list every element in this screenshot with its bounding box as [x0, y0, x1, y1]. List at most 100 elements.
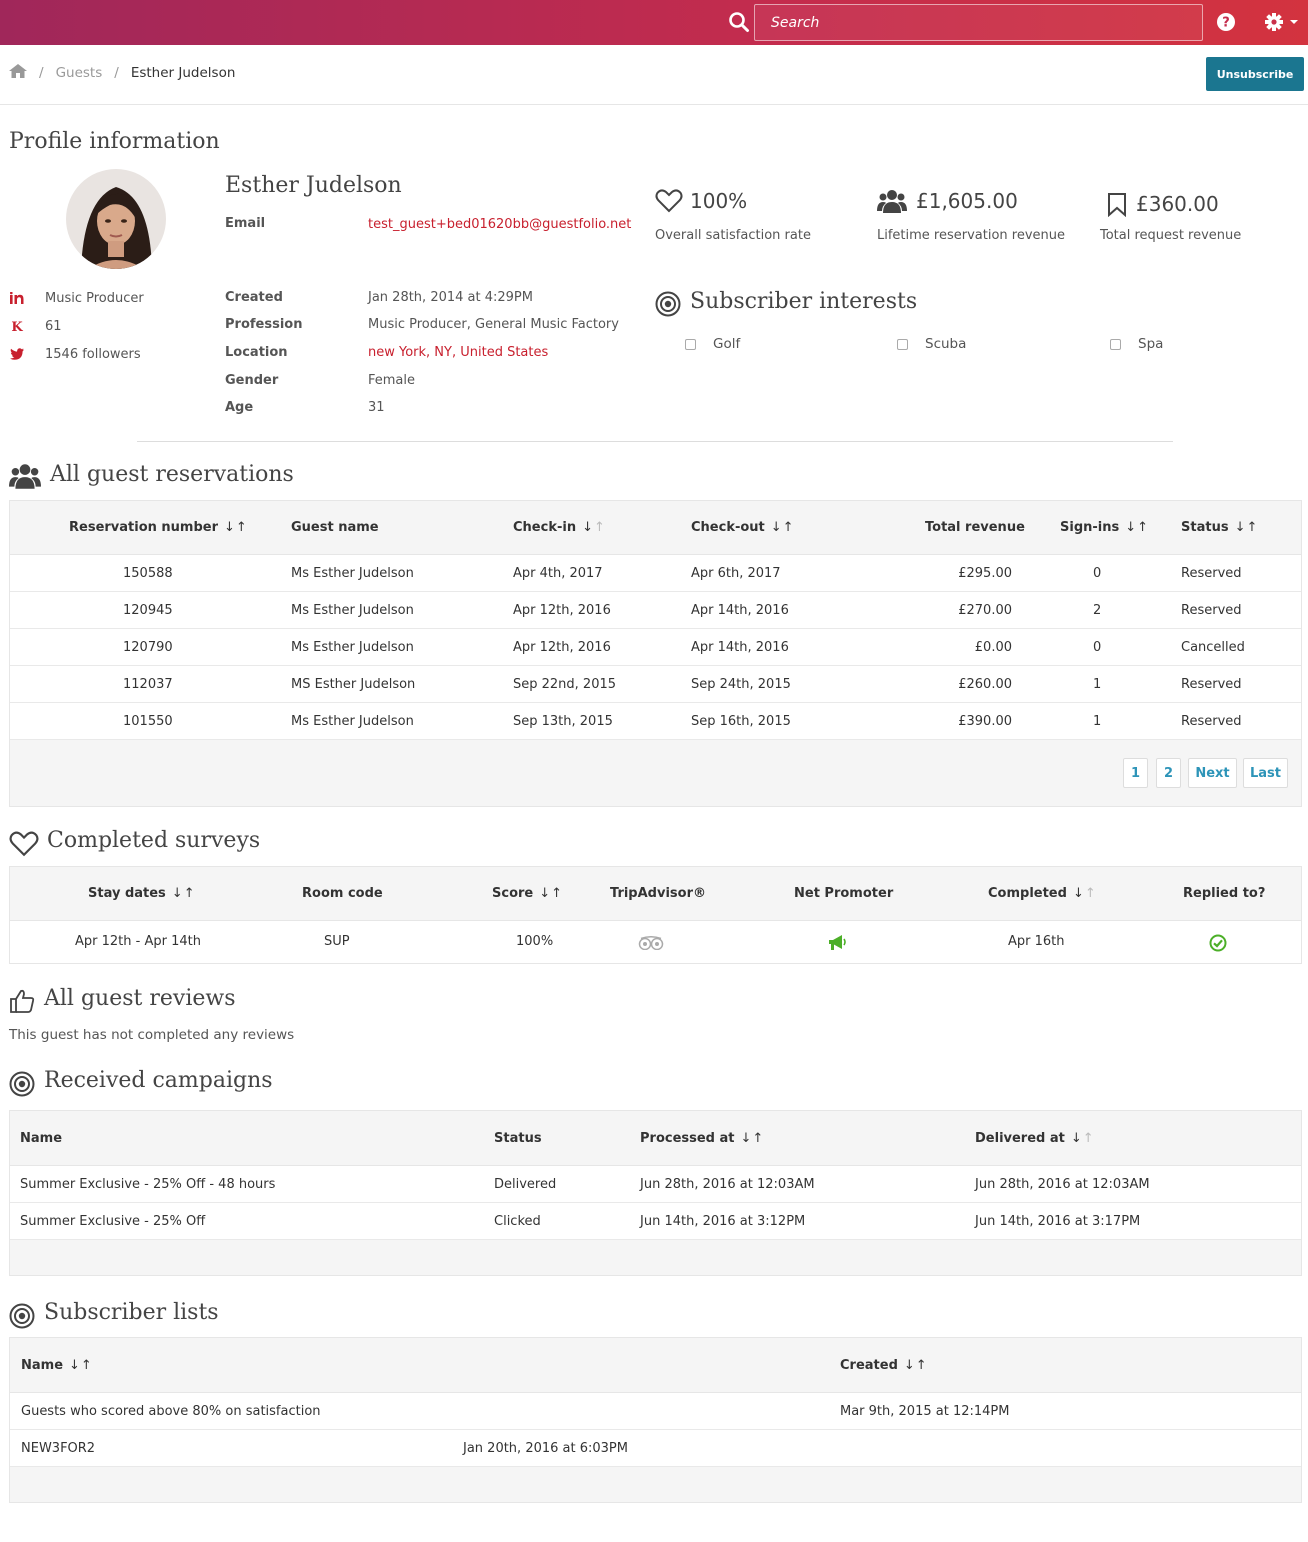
last-page-button[interactable]: Last [1243, 758, 1288, 788]
column-header[interactable]: Check-out ↓↑ [691, 520, 795, 535]
check-out-cell: Apr 14th, 2016 [691, 603, 789, 618]
check-out-cell: Sep 16th, 2015 [691, 714, 791, 729]
guest-name-cell: Ms Esther Judelson [291, 603, 414, 618]
reservation-link[interactable]: 150588 [123, 566, 173, 581]
column-header[interactable]: Status ↓↑ [1181, 520, 1259, 535]
home-icon[interactable] [9, 64, 27, 82]
column-header[interactable]: Sign-ins ↓↑ [1060, 520, 1150, 535]
breadcrumb: / Guests / Esther Judelson [9, 62, 235, 84]
campaign-link[interactable]: Summer Exclusive - 25% Off - 48 hours [20, 1177, 276, 1192]
reservations-title: All guest reservations [50, 462, 294, 487]
profile-section-title: Profile information [9, 129, 220, 154]
email-link[interactable]: test_guest+bed01620bb@guestfolio.net [368, 217, 632, 232]
column-header: Status [494, 1131, 542, 1146]
twitter-icon[interactable] [9, 346, 25, 362]
divider [137, 441, 1173, 442]
reservation-link[interactable]: 101550 [123, 714, 173, 729]
interest-label: Spa [1138, 336, 1164, 352]
search-icon[interactable] [728, 11, 750, 33]
social-klout: K 61 [9, 317, 61, 335]
field-value-profession: Music Producer, General Music Factory [368, 317, 619, 332]
linkedin-icon[interactable] [9, 290, 25, 306]
heart-icon [9, 831, 39, 861]
interest-spa[interactable]: Spa [1110, 336, 1163, 352]
search-input[interactable] [755, 5, 1202, 40]
field-label-created: Created [225, 290, 283, 305]
megaphone-icon[interactable] [827, 934, 847, 956]
svg-text:?: ? [1222, 16, 1230, 31]
processed-at-cell: Jun 14th, 2016 at 3:12PM [640, 1214, 806, 1229]
table-row: 120945 Ms Esther Judelson Apr 12th, 2016… [10, 592, 1301, 629]
field-value-location[interactable]: new York, NY, United States [368, 345, 549, 360]
table-row: 112037 MS Esther Judelson Sep 22nd, 2015… [10, 666, 1301, 703]
table-row: 101550 Ms Esther Judelson Sep 13th, 2015… [10, 703, 1301, 740]
check-in-cell: Apr 12th, 2016 [513, 603, 611, 618]
target-icon [9, 1303, 35, 1333]
interest-golf[interactable]: Golf [685, 336, 740, 352]
reservation-link[interactable]: 120790 [123, 640, 173, 655]
next-page-button[interactable]: Next [1188, 758, 1237, 788]
check-out-cell: Sep 24th, 2015 [691, 677, 791, 692]
column-header[interactable]: Name ↓↑ [21, 1358, 93, 1373]
table-header: Reservation number ↓↑ Guest name Check-in… [10, 501, 1301, 555]
interest-scuba[interactable]: Scuba [897, 336, 966, 352]
list-link[interactable]: NEW3FOR2 [21, 1441, 96, 1456]
interest-checkbox[interactable] [897, 338, 908, 350]
column-header[interactable]: Score ↓↑ [492, 886, 564, 901]
satisfaction-rate-value: 100% [690, 189, 748, 213]
guest-name: Esther Judelson [225, 173, 402, 198]
lifetime-revenue-label: Lifetime reservation revenue [877, 228, 1066, 243]
table-header: Stay dates ↓↑ Room code Score ↓↑ TripAdvis… [10, 867, 1301, 921]
column-header[interactable]: Created ↓↑ [840, 1358, 928, 1373]
guest-name-cell: Ms Esther Judelson [291, 714, 414, 729]
lifetime-revenue-value: £1,605.00 [916, 189, 1018, 213]
check-in-cell: Apr 12th, 2016 [513, 640, 611, 655]
column-header[interactable]: Processed at ↓↑ [640, 1131, 765, 1146]
field-value-age: 31 [368, 400, 385, 415]
table-row: Apr 12th - Apr 14th SUP 100% Apr 16th [10, 921, 1301, 963]
status-cell: Reserved [1181, 566, 1242, 581]
group-icon [877, 189, 907, 217]
list-link[interactable]: Guests who scored above 80% on satisfact… [21, 1404, 321, 1419]
target-icon [655, 291, 681, 321]
list-created-cell: Jan 20th, 2016 at 6:03PM [463, 1441, 628, 1456]
breadcrumb-guests[interactable]: Guests [55, 65, 103, 81]
field-label-profession: Profession [225, 317, 303, 332]
field-label-age: Age [225, 400, 254, 415]
reservation-link[interactable]: 120945 [123, 603, 173, 618]
table-footer [10, 740, 1301, 806]
check-circle-icon [1209, 934, 1227, 956]
interest-checkbox[interactable] [1110, 338, 1121, 350]
campaign-status-cell: Clicked [494, 1214, 541, 1229]
reservation-link[interactable]: 112037 [123, 677, 173, 692]
campaign-link[interactable]: Summer Exclusive - 25% Off [20, 1214, 206, 1229]
sign-ins-cell: 2 [1093, 603, 1102, 618]
column-header: TripAdvisor® [610, 886, 706, 901]
gear-icon[interactable] [1264, 12, 1300, 32]
table-row: Summer Exclusive - 25% Off Clicked Jun 1… [10, 1203, 1301, 1240]
page-1-button[interactable]: 1 [1123, 758, 1148, 788]
help-icon[interactable]: ? [1216, 12, 1236, 32]
revenue-cell: £270.00 [958, 603, 1012, 618]
satisfaction-rate-label: Overall satisfaction rate [655, 228, 811, 243]
status-cell: Reserved [1181, 603, 1242, 618]
page-2-button[interactable]: 2 [1156, 758, 1181, 788]
table-row: Summer Exclusive - 25% Off - 48 hours De… [10, 1166, 1301, 1203]
table-footer [10, 1240, 1301, 1275]
interest-checkbox[interactable] [685, 338, 696, 350]
column-header[interactable]: Reservation number ↓↑ [69, 520, 248, 535]
unsubscribe-button[interactable]: Unsubscribe [1206, 57, 1304, 91]
column-header: Net Promoter [794, 886, 894, 901]
column-header[interactable]: Completed ↓↑ [988, 886, 1097, 901]
no-reviews-message: This guest has not completed any reviews [9, 1027, 295, 1043]
column-header: Room code [302, 886, 383, 901]
klout-icon[interactable]: K [9, 318, 25, 334]
column-header[interactable]: Delivered at ↓↑ [975, 1131, 1095, 1146]
table-footer [10, 1467, 1301, 1502]
revenue-cell: £260.00 [958, 677, 1012, 692]
column-header[interactable]: Stay dates ↓↑ [88, 886, 196, 901]
bookmark-icon [1107, 193, 1127, 221]
column-header[interactable]: Check-in ↓↑ [513, 520, 606, 535]
tripadvisor-icon[interactable] [638, 936, 664, 954]
check-out-cell: Apr 14th, 2016 [691, 640, 789, 655]
